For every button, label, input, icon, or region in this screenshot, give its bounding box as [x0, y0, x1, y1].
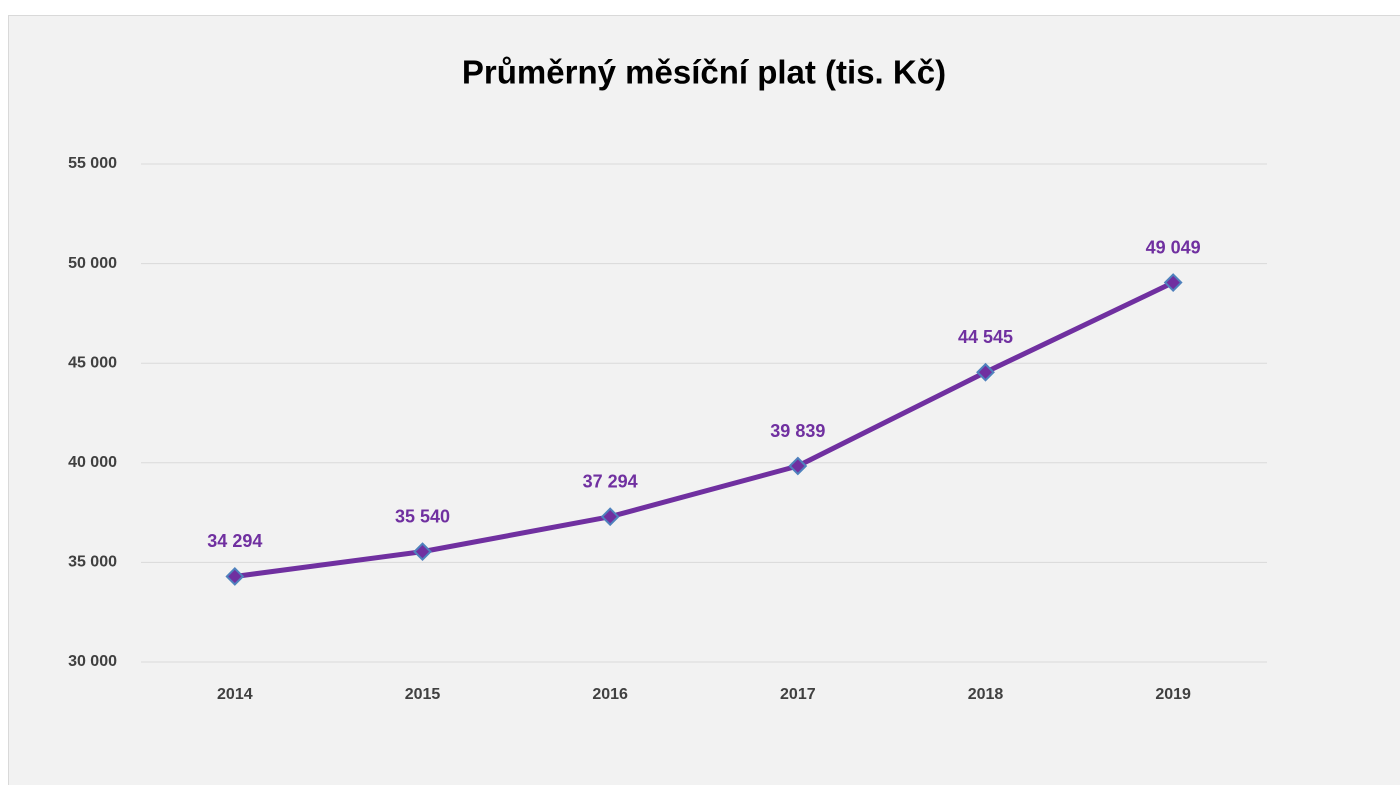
y-tick-label: 35 000: [68, 554, 117, 571]
marker: [976, 362, 995, 382]
y-tick-label: 40 000: [68, 454, 117, 471]
chart-background: [8, 15, 1400, 785]
data-label: 37 294: [583, 471, 638, 491]
x-tick-label: 2018: [968, 686, 1004, 703]
marker: [225, 567, 245, 586]
y-tick-label: 30 000: [68, 653, 117, 670]
y-tick-label: 45 000: [68, 354, 117, 371]
marker: [413, 542, 432, 562]
marker: [600, 507, 620, 527]
y-tick-label: 55 000: [68, 155, 117, 172]
chart-title: Průměrný měsíční plat (tis. Kč): [462, 54, 946, 91]
x-tick-label: 2017: [780, 686, 816, 703]
marker: [788, 456, 808, 476]
data-label: 34 294: [207, 531, 262, 551]
data-label: 49 049: [1146, 237, 1201, 257]
marker: [1163, 273, 1183, 292]
data-label: 39 839: [770, 421, 825, 441]
line: [234, 280, 1175, 579]
x-tick-label: 2016: [592, 686, 628, 703]
x-tick-label: 2019: [1155, 686, 1191, 703]
x-tick-label: 2014: [217, 686, 253, 703]
data-label: 35 540: [395, 506, 450, 526]
x-tick-label: 2015: [405, 686, 441, 703]
data-label: 44 545: [958, 327, 1013, 347]
y-tick-label: 50 000: [68, 255, 117, 272]
